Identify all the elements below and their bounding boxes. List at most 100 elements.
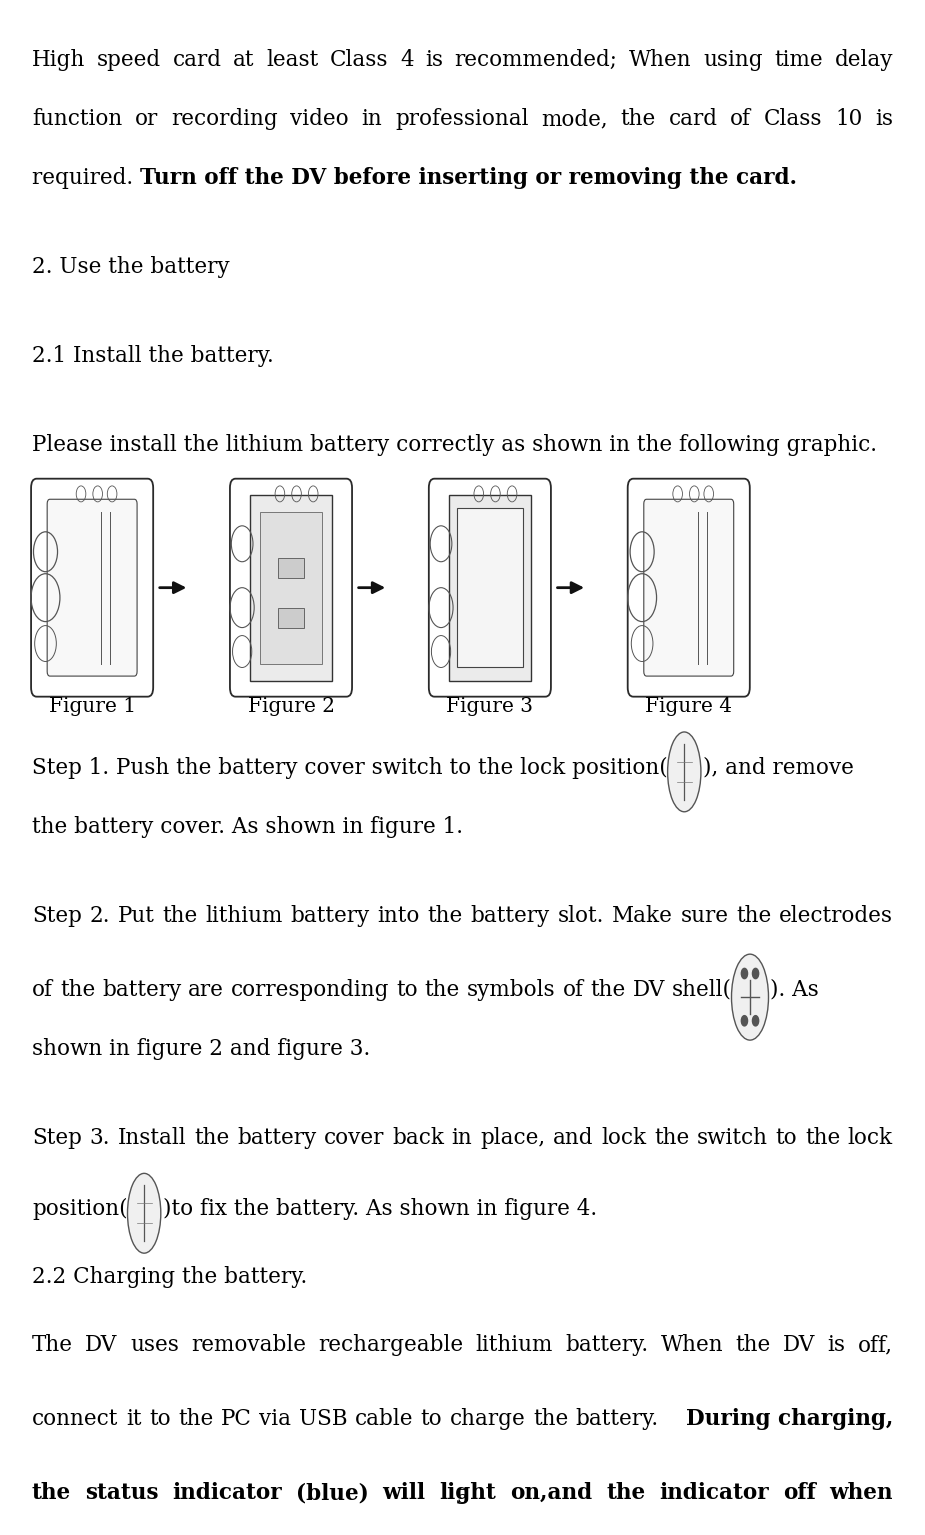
Text: 2.1 Install the battery.: 2.1 Install the battery. (32, 345, 274, 367)
Text: slot.: slot. (558, 904, 604, 927)
Text: indicator: indicator (660, 1483, 769, 1504)
Text: or: or (135, 107, 158, 130)
Text: required.: required. (32, 167, 140, 189)
Text: 2.: 2. (90, 904, 110, 927)
Text: off,: off, (858, 1334, 893, 1355)
Text: sure: sure (680, 904, 728, 927)
Text: ), and remove: ), and remove (703, 757, 854, 778)
Text: Figure 4: Figure 4 (646, 697, 733, 717)
Text: the: the (805, 1127, 840, 1148)
Text: removable: removable (191, 1334, 306, 1355)
Text: switch: switch (697, 1127, 768, 1148)
Text: corresponding: corresponding (231, 979, 389, 1001)
Text: Install: Install (117, 1127, 186, 1148)
FancyBboxPatch shape (450, 494, 531, 680)
Text: lithium: lithium (205, 904, 283, 927)
Ellipse shape (128, 1173, 161, 1253)
Text: is: is (875, 107, 893, 130)
Text: During charging,: During charging, (685, 1408, 893, 1431)
Text: lithium: lithium (475, 1334, 553, 1355)
Text: the: the (606, 1483, 646, 1504)
Text: 2.2 Charging the battery.: 2.2 Charging the battery. (32, 1266, 307, 1288)
FancyBboxPatch shape (260, 511, 322, 663)
Text: DV: DV (85, 1334, 117, 1355)
Text: Make: Make (611, 904, 672, 927)
Text: 4: 4 (400, 49, 413, 71)
Text: connect: connect (32, 1408, 118, 1431)
Text: place,: place, (480, 1127, 545, 1148)
Ellipse shape (732, 955, 769, 1041)
Text: symbols: symbols (467, 979, 556, 1001)
Text: battery.: battery. (575, 1408, 659, 1431)
Text: the: the (427, 904, 462, 927)
Text: (blue): (blue) (296, 1483, 369, 1504)
FancyBboxPatch shape (628, 479, 750, 697)
Circle shape (741, 969, 747, 979)
FancyBboxPatch shape (457, 508, 524, 668)
FancyBboxPatch shape (251, 494, 332, 680)
Text: via: via (259, 1408, 291, 1431)
Circle shape (741, 1016, 747, 1025)
Text: battery: battery (471, 904, 549, 927)
Text: DV: DV (633, 979, 665, 1001)
Circle shape (752, 969, 758, 979)
Text: )to fix the battery. As shown in figure 4.: )to fix the battery. As shown in figure … (163, 1197, 597, 1220)
Text: it: it (126, 1408, 142, 1431)
Text: cable: cable (354, 1408, 413, 1431)
Text: the: the (194, 1127, 229, 1148)
FancyBboxPatch shape (429, 479, 551, 697)
Text: The: The (32, 1334, 73, 1355)
Text: time: time (774, 49, 823, 71)
Text: delay: delay (834, 49, 893, 71)
FancyBboxPatch shape (278, 557, 304, 577)
Text: the: the (178, 1408, 214, 1431)
Text: card: card (173, 49, 222, 71)
Text: When: When (660, 1334, 723, 1355)
Text: cover: cover (324, 1127, 384, 1148)
Text: at: at (233, 49, 254, 71)
Text: professional: professional (395, 107, 528, 130)
FancyBboxPatch shape (31, 479, 154, 697)
Text: 5: 5 (457, 1489, 468, 1507)
Text: is: is (426, 49, 443, 71)
Text: electrodes: electrodes (779, 904, 893, 927)
Circle shape (752, 1016, 758, 1025)
Text: Class: Class (764, 107, 822, 130)
Text: speed: speed (97, 49, 161, 71)
Text: 10: 10 (835, 107, 862, 130)
Text: position(: position( (32, 1197, 128, 1220)
Text: indicator: indicator (172, 1483, 282, 1504)
Text: are: are (188, 979, 224, 1001)
FancyBboxPatch shape (230, 479, 352, 697)
Text: PC: PC (221, 1408, 252, 1431)
Text: in: in (362, 107, 382, 130)
Text: the: the (425, 979, 460, 1001)
Text: USB: USB (299, 1408, 347, 1431)
Text: of: of (730, 107, 751, 130)
Text: rechargeable: rechargeable (318, 1334, 463, 1355)
Text: battery.: battery. (565, 1334, 648, 1355)
Text: function: function (32, 107, 122, 130)
Text: battery: battery (102, 979, 181, 1001)
Text: uses: uses (130, 1334, 179, 1355)
Text: of: of (562, 979, 584, 1001)
Text: 2. Use the battery: 2. Use the battery (32, 256, 229, 278)
Text: the: the (735, 1334, 771, 1355)
Text: Step 1. Push the battery cover switch to the lock position(: Step 1. Push the battery cover switch to… (32, 757, 668, 778)
Text: when: when (830, 1483, 893, 1504)
Text: to: to (396, 979, 418, 1001)
Text: lock: lock (601, 1127, 647, 1148)
Text: light: light (439, 1483, 496, 1504)
Text: status: status (85, 1483, 158, 1504)
Text: battery: battery (237, 1127, 316, 1148)
Text: Step: Step (32, 904, 82, 927)
Text: Figure 2: Figure 2 (248, 697, 335, 717)
Text: DV: DV (783, 1334, 816, 1355)
Text: 3.: 3. (90, 1127, 110, 1148)
Text: is: is (828, 1334, 845, 1355)
Text: to: to (149, 1408, 170, 1431)
Text: shown in figure 2 and figure 3.: shown in figure 2 and figure 3. (32, 1038, 370, 1059)
Text: the: the (590, 979, 625, 1001)
Text: to: to (421, 1408, 442, 1431)
Text: off: off (783, 1483, 816, 1504)
